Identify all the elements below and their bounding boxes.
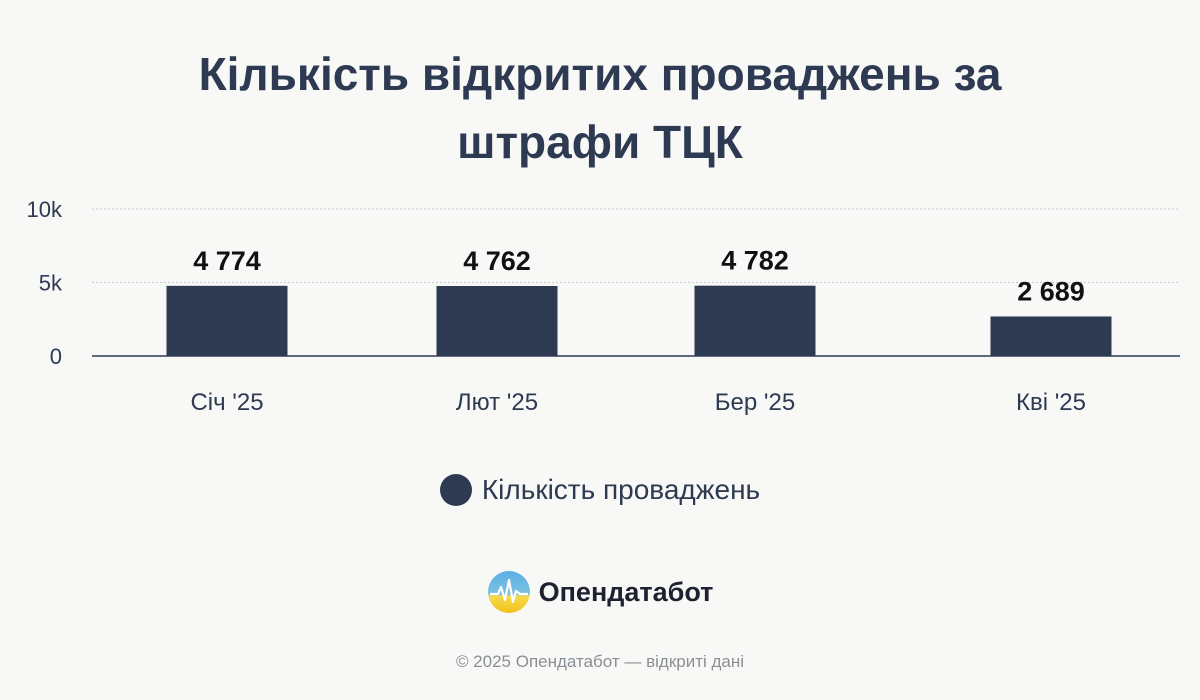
data-label: 4 782 [721,246,789,276]
x-tick-label: Кві '25 [1016,389,1086,416]
bar [694,285,816,356]
data-label: 2 689 [1017,276,1085,306]
opendatabot-logo-icon [487,571,530,613]
y-tick-label: 5k [39,271,63,296]
bar [436,285,558,356]
y-tick-label: 10k [27,197,63,222]
legend-label: Кількість проваджень [481,474,761,505]
brand-name: Опендатабот [538,576,714,607]
x-tick-label: Бер '25 [715,389,795,416]
bar [990,316,1112,356]
x-tick-label: Січ '25 [190,389,263,416]
legend: Кількість проваджень [0,474,1200,506]
bar [166,285,288,356]
x-tick-label: Лют '25 [456,389,538,416]
legend-swatch [439,474,472,506]
y-tick-label: 0 [50,344,62,369]
footer-copyright: © 2025 Опендатабот — відкриті дані [455,652,745,671]
chart-title: Кількість відкритих проваджень за штрафи… [198,48,1002,168]
bar-chart: 0 5k 10k 4 774 Січ '25 4 762 Лют '25 4 782 Бер '… [27,197,1180,416]
brand-logo: Опендатабот [0,570,1200,614]
data-label: 4 774 [193,246,261,276]
data-label: 4 762 [463,246,531,276]
